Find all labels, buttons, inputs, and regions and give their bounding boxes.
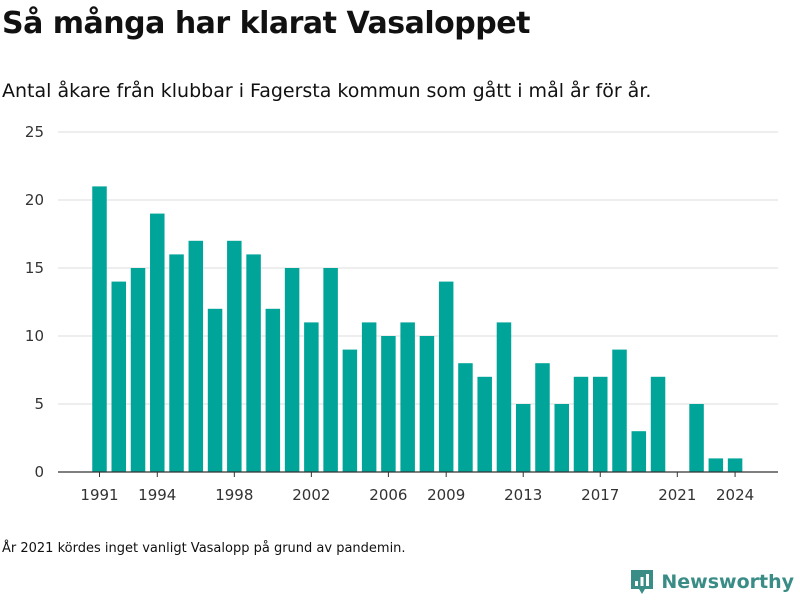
x-tick-label: 2013 bbox=[504, 486, 542, 504]
bar-2019[interactable] bbox=[631, 431, 647, 472]
x-tick-label: 1994 bbox=[138, 486, 176, 504]
bar-2017[interactable] bbox=[593, 376, 608, 472]
bar-2016[interactable] bbox=[573, 376, 589, 472]
bar-2004[interactable] bbox=[342, 349, 358, 472]
bar-1998[interactable] bbox=[227, 240, 242, 472]
bar-1996[interactable] bbox=[188, 240, 204, 472]
y-tick-label: 0 bbox=[34, 463, 44, 481]
bar-2014[interactable] bbox=[535, 363, 550, 472]
bar-2023[interactable] bbox=[708, 458, 724, 472]
y-tick-label: 15 bbox=[25, 259, 44, 277]
x-tick-label: 2017 bbox=[581, 486, 619, 504]
footnote: År 2021 kördes inget vanligt Vasalopp på… bbox=[2, 541, 406, 556]
bar-2005[interactable] bbox=[361, 322, 377, 472]
bar-2022[interactable] bbox=[689, 404, 704, 472]
bar-2001[interactable] bbox=[284, 268, 300, 472]
y-tick-label: 10 bbox=[25, 327, 44, 345]
bar-1997[interactable] bbox=[207, 308, 223, 472]
bar-2008[interactable] bbox=[419, 336, 435, 472]
y-tick-label: 25 bbox=[25, 123, 44, 141]
bar-2024[interactable] bbox=[727, 458, 743, 472]
y-axis-ticks: 0 5 10 15 20 25 bbox=[25, 123, 44, 481]
brand-name: Newsworthy bbox=[661, 571, 794, 593]
x-tick-label: 2021 bbox=[658, 486, 696, 504]
bar-1995[interactable] bbox=[169, 254, 184, 472]
bar-chart: 0 5 10 15 20 25 1991 1994 1998 2002 2006 2009 2013 2… bbox=[25, 123, 778, 504]
x-tick-label: 2006 bbox=[369, 486, 407, 504]
bar-2000[interactable] bbox=[265, 308, 281, 472]
bar-2013[interactable] bbox=[515, 404, 531, 472]
x-tick-label: 2009 bbox=[427, 486, 465, 504]
x-tick-label: 2024 bbox=[716, 486, 754, 504]
bar-2003[interactable] bbox=[323, 268, 338, 472]
bar-1993[interactable] bbox=[130, 268, 146, 472]
x-tick-label: 1998 bbox=[215, 486, 253, 504]
newsworthy-chart-bubble-icon bbox=[631, 570, 654, 594]
x-tick-label: 2002 bbox=[292, 486, 330, 504]
y-tick-label: 20 bbox=[25, 191, 44, 209]
bar-2012[interactable] bbox=[496, 322, 512, 472]
brand-logo[interactable]: Newsworthy bbox=[629, 568, 794, 596]
bar-2002[interactable] bbox=[304, 322, 319, 472]
bar-2010[interactable] bbox=[458, 363, 473, 472]
chart-subtitle: Antal åkare från klubbar i Fagersta komm… bbox=[2, 80, 652, 102]
x-axis-ticks: 1991 1994 1998 2002 2006 2009 2013 2017 2021 2024 bbox=[80, 472, 754, 504]
bar-2011[interactable] bbox=[477, 376, 492, 472]
bar-2018[interactable] bbox=[612, 349, 627, 472]
bar-1994[interactable] bbox=[150, 213, 165, 472]
bar-2006[interactable] bbox=[381, 336, 396, 472]
bars bbox=[92, 186, 743, 472]
x-tick-label: 1991 bbox=[80, 486, 118, 504]
chart-title: Så många har klarat Vasaloppet bbox=[2, 6, 530, 41]
bar-1992[interactable] bbox=[111, 281, 127, 472]
bar-1999[interactable] bbox=[246, 254, 261, 472]
y-tick-label: 5 bbox=[34, 395, 44, 413]
bar-1991[interactable] bbox=[92, 186, 107, 472]
gridlines bbox=[58, 131, 778, 405]
bar-2020[interactable] bbox=[650, 376, 666, 472]
bar-2009[interactable] bbox=[438, 281, 454, 472]
bar-2015[interactable] bbox=[554, 404, 569, 472]
bar-2007[interactable] bbox=[400, 322, 415, 472]
